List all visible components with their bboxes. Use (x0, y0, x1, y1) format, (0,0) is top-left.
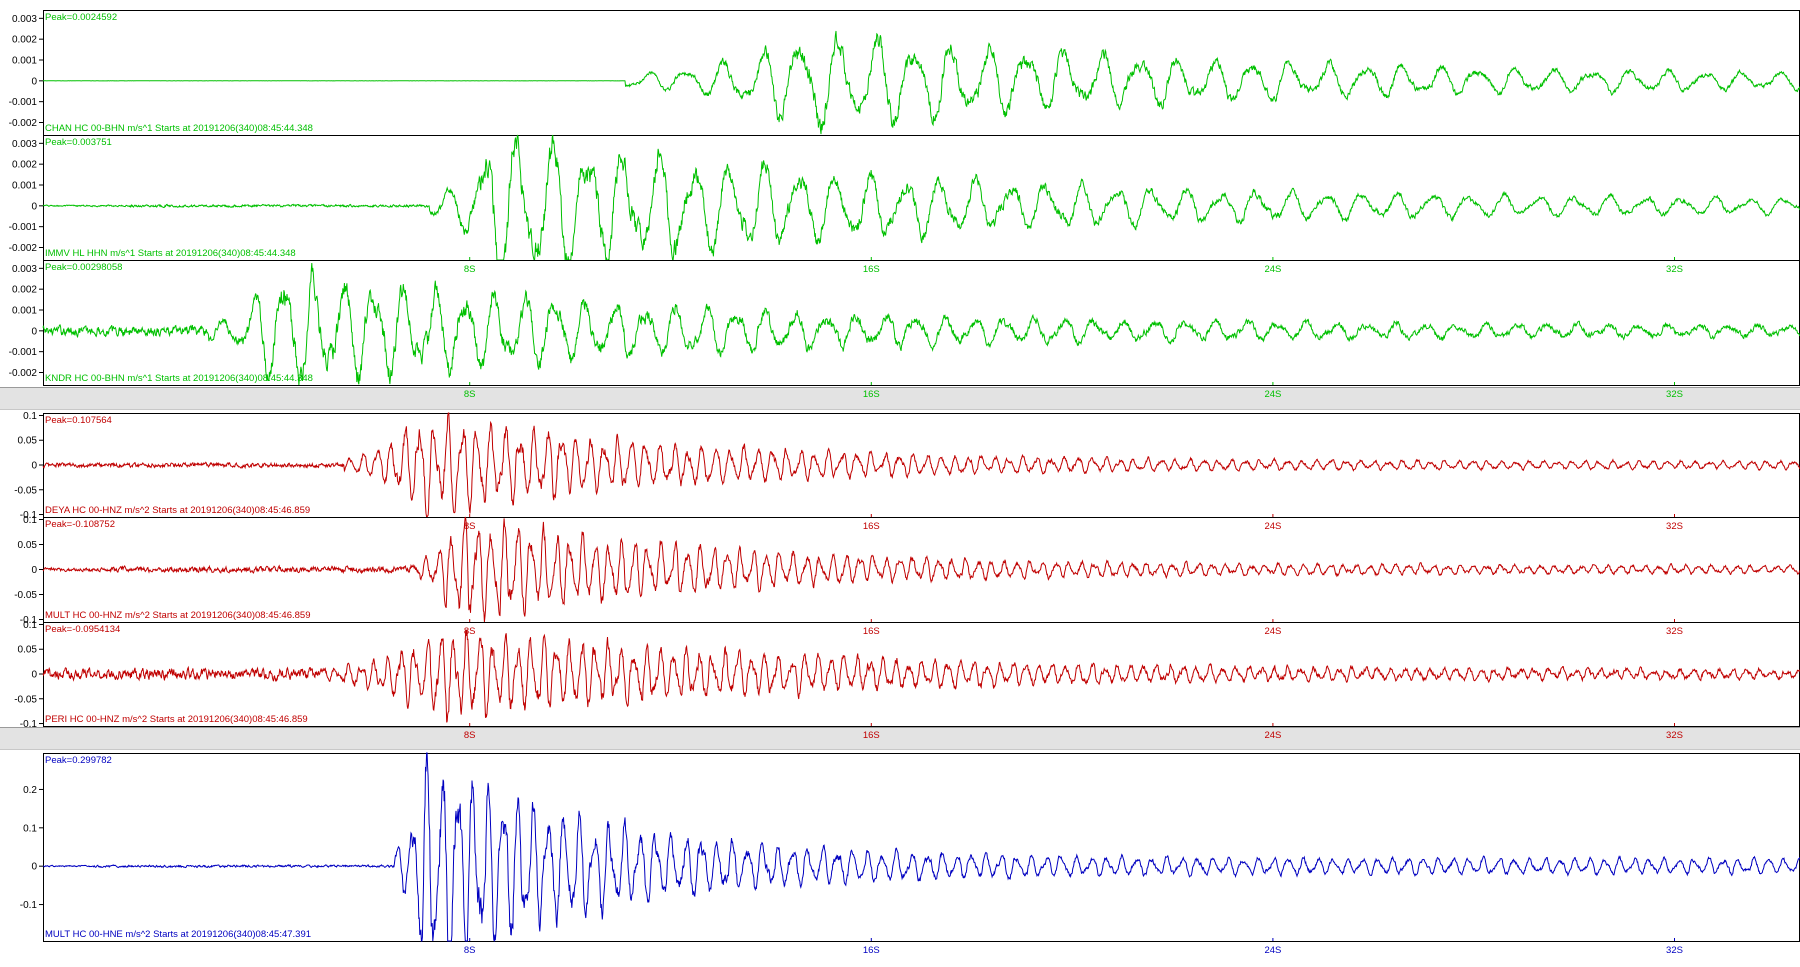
y-tick-label: -0.05 (14, 485, 37, 496)
y-tick-label: -0.001 (9, 347, 38, 358)
time-tick-label: 16S (863, 389, 880, 400)
time-tick-label: 8S (464, 945, 476, 956)
time-tick-label: 32S (1666, 521, 1683, 532)
y-tick-label: 0 (31, 76, 37, 87)
time-tick-label: 16S (863, 945, 880, 956)
panel-group-separator-2 (0, 727, 1800, 750)
y-tick-label: 0.05 (18, 540, 38, 551)
trace-panel-6: 0.1 0.05 0 -0.05 -0.1 Peak=-0.0954134 PERI HC … (14, 620, 1800, 741)
y-tick-label: 0 (31, 461, 37, 472)
station-label: MULT HC 00-HNE m/s^2 Starts at 20191206(… (45, 929, 311, 940)
time-tick-label: 24S (1264, 264, 1281, 275)
time-tick-label: 32S (1666, 626, 1683, 637)
y-tick-label: -0.1 (20, 900, 38, 911)
peak-label: Peak=0.00298058 (45, 262, 122, 273)
y-tick-label: 0.1 (23, 823, 37, 834)
time-tick-label: 32S (1666, 945, 1683, 956)
y-tick-label: 0.002 (12, 35, 37, 46)
peak-label: Peak=-0.0954134 (45, 624, 120, 635)
waveform-line (42, 752, 1800, 942)
station-label: IMMV HL HHN m/s^1 Starts at 20191206(340… (45, 248, 296, 259)
station-label: CHAN HC 00-BHN m/s^1 Starts at 20191206(… (45, 123, 313, 134)
peak-label: Peak=0.299782 (45, 755, 112, 766)
waveform-line (42, 516, 1800, 623)
y-tick-label: 0.2 (23, 785, 37, 796)
y-tick-label: -0.002 (9, 118, 38, 129)
y-tick-label: 0 (31, 201, 37, 212)
panel-group-separator-1 (0, 387, 1800, 410)
y-tick-label: 0.002 (12, 160, 37, 171)
peak-label: Peak=0.0024592 (45, 12, 117, 23)
y-tick-label: 0 (31, 565, 37, 576)
y-tick-label: 0 (31, 326, 37, 337)
y-tick-label: 0.001 (12, 306, 37, 317)
waveform-line (42, 262, 1800, 386)
y-tick-label: 0.001 (12, 181, 37, 192)
trace-frame (43, 10, 1800, 136)
y-tick-label: 0.05 (18, 645, 38, 656)
time-tick-label: 8S (464, 626, 476, 637)
trace-frame (43, 413, 1800, 518)
y-tick-label: -0.05 (14, 694, 37, 705)
time-tick-label: 16S (863, 730, 880, 741)
station-label: MULT HC 00-HNZ m/s^2 Starts at 20191206(… (45, 610, 311, 621)
time-tick-label: 8S (464, 389, 476, 400)
waveform-line (42, 134, 1800, 262)
time-tick-label: 16S (863, 264, 880, 275)
y-tick-label: 0.1 (23, 515, 37, 526)
peak-label: Peak=0.107564 (45, 415, 112, 426)
time-tick-label: 16S (863, 521, 880, 532)
time-tick-label: 24S (1264, 626, 1281, 637)
trace-frame (43, 517, 1800, 623)
time-tick-label: 24S (1264, 730, 1281, 741)
station-label: DEYA HC 00-HNZ m/s^2 Starts at 20191206(… (45, 505, 310, 516)
trace-frame (43, 260, 1800, 386)
y-tick-label: 0.1 (23, 620, 37, 631)
y-tick-label: -0.1 (20, 615, 38, 626)
trace-panel-7: 0.2 0.1 0 -0.1 Peak=0.299782 MULT HC 00-HNE m… (20, 752, 1800, 956)
y-tick-label: 0.003 (12, 139, 37, 150)
time-tick-label: 32S (1666, 389, 1683, 400)
time-tick-label: 24S (1264, 945, 1281, 956)
time-tick-label: 8S (464, 264, 476, 275)
time-tick-label: 16S (863, 626, 880, 637)
waveform-line (42, 412, 1800, 518)
time-tick-label: 32S (1666, 730, 1683, 741)
y-tick-label: 0 (31, 670, 37, 681)
station-label: PERI HC 00-HNZ m/s^2 Starts at 20191206(… (45, 714, 308, 725)
y-tick-label: -0.1 (20, 510, 38, 521)
y-tick-label: -0.05 (14, 590, 37, 601)
y-tick-label: 0.05 (18, 436, 38, 447)
time-tick-label: 32S (1666, 264, 1683, 275)
y-tick-label: -0.1 (20, 719, 38, 730)
trace-panel-1: 0.003 0.002 0.001 0 -0.001 -0.002 Peak=0.00245… (9, 10, 1800, 136)
time-tick-label: 8S (464, 730, 476, 741)
y-tick-label: -0.001 (9, 97, 38, 108)
trace-panel-3: 0.003 0.002 0.001 0 -0.001 -0.002 Peak=0.00298… (9, 260, 1800, 400)
time-tick-label: 24S (1264, 521, 1281, 532)
trace-panel-4: 0.1 0.05 0 -0.05 -0.1 Peak=0.107564 DEYA HC 00… (14, 411, 1800, 532)
waveform-line (43, 30, 1800, 135)
time-tick-label: 24S (1264, 389, 1281, 400)
y-tick-label: -0.002 (9, 368, 38, 379)
trace-frame (43, 753, 1800, 942)
y-tick-label: -0.001 (9, 222, 38, 233)
y-tick-label: 0.003 (12, 14, 37, 25)
station-label: KNDR HC 00-BHN m/s^1 Starts at 20191206(… (45, 373, 313, 384)
waveform-line (42, 629, 1800, 723)
y-tick-label: 0.003 (12, 264, 37, 275)
trace-panel-2: 0.003 0.002 0.001 0 -0.001 -0.002 Peak=0.00375… (9, 134, 1800, 275)
y-tick-label: 0.001 (12, 56, 37, 67)
y-tick-label: 0.002 (12, 285, 37, 296)
y-tick-label: -0.002 (9, 243, 38, 254)
trace-panel-5: 0.1 0.05 0 -0.05 -0.1 Peak=-0.108752 MULT HC 0… (14, 515, 1800, 637)
trace-frame (43, 622, 1800, 727)
time-tick-label: 8S (464, 521, 476, 532)
y-tick-label: 0 (31, 862, 37, 873)
peak-label: Peak=-0.108752 (45, 519, 115, 530)
y-tick-label: 0.1 (23, 411, 37, 422)
peak-label: Peak=0.003751 (45, 137, 112, 148)
